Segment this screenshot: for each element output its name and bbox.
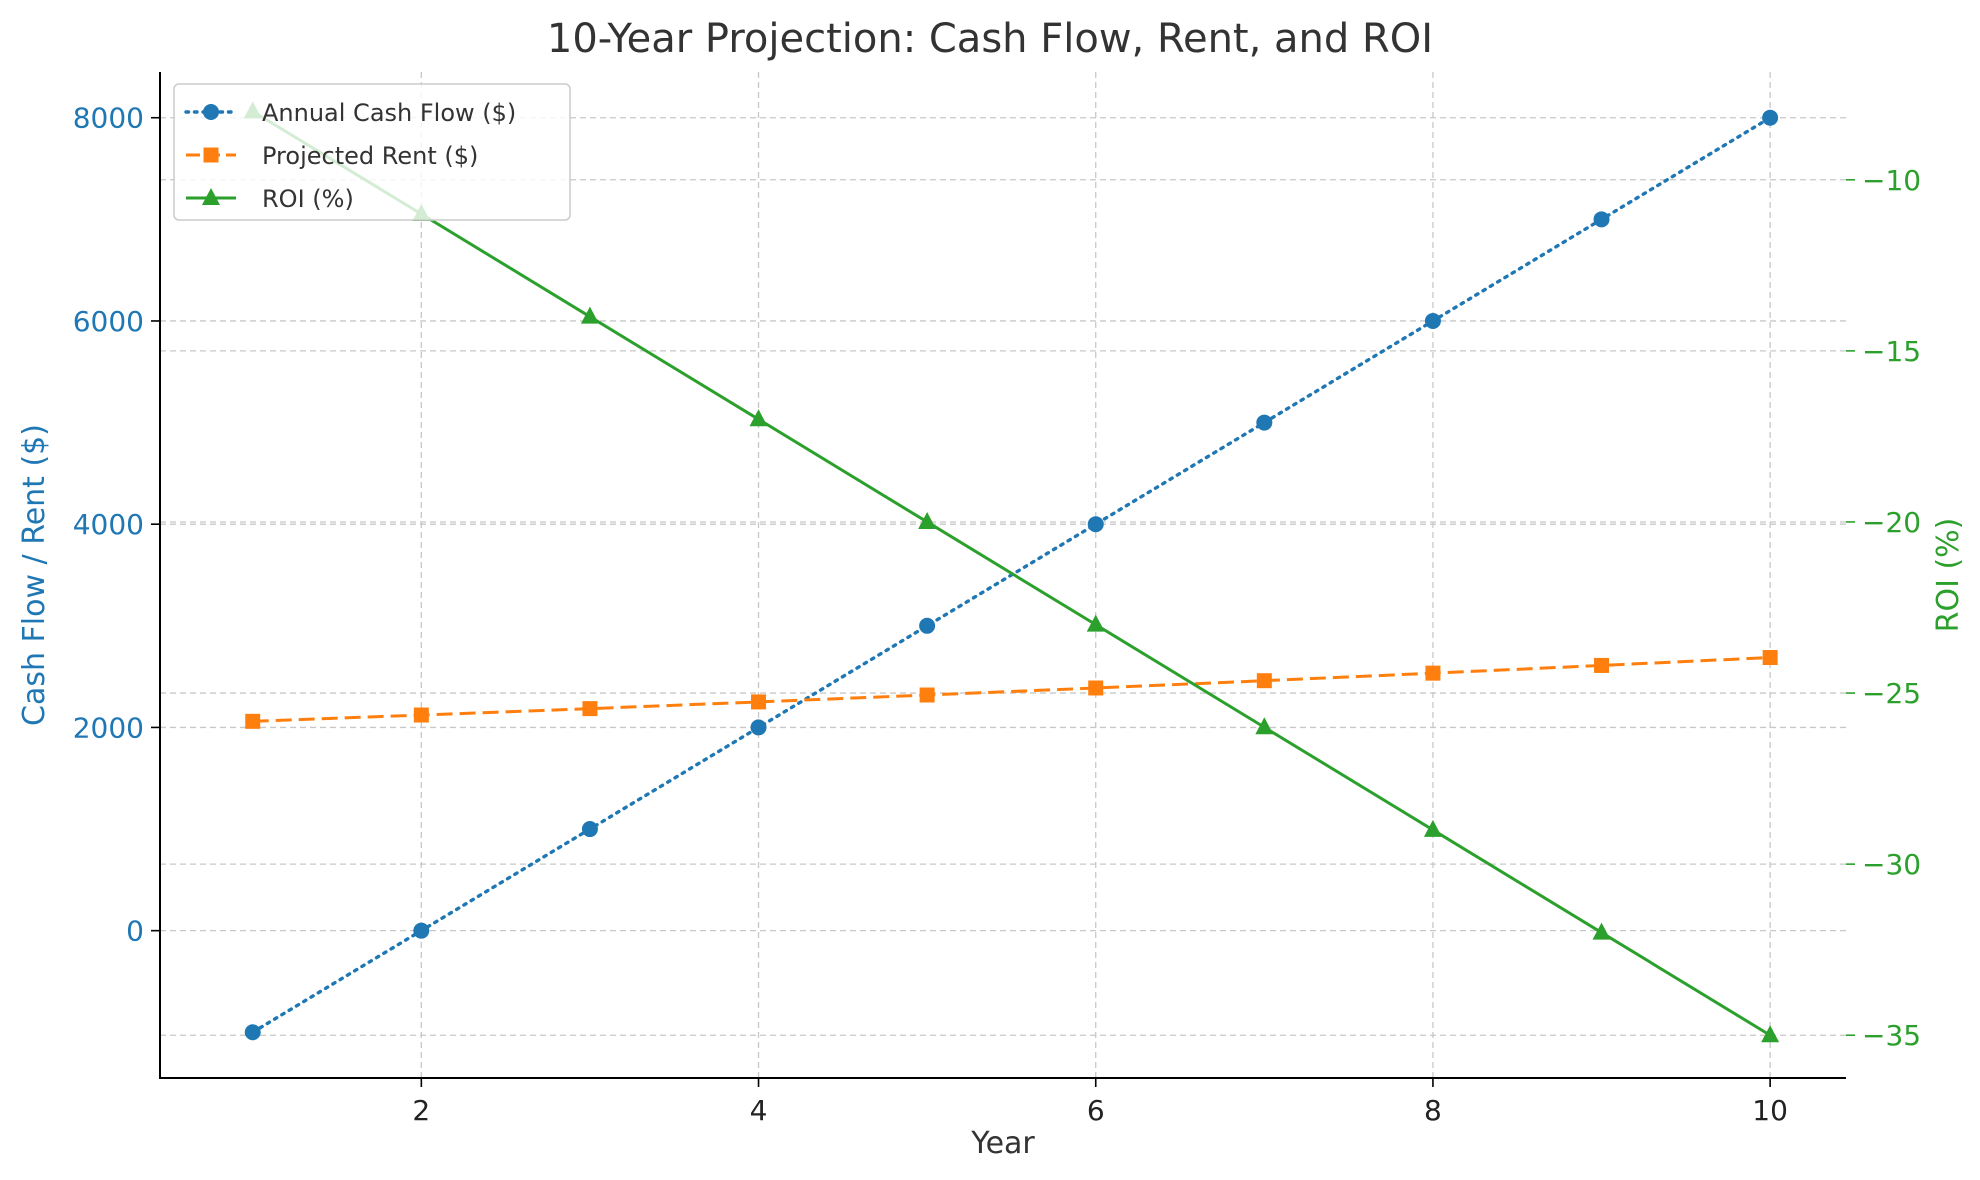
data-point: [413, 707, 429, 723]
legend-marker: [202, 188, 220, 205]
x-axis-label: Year: [970, 1126, 1035, 1161]
y-tick-left-label: 8000: [73, 102, 144, 135]
data-point: [1255, 717, 1274, 735]
data-point: [918, 511, 937, 529]
data-point: [751, 694, 767, 710]
axes: 2 4 6 8 10 0 2000 4000 6000 8000 −35 −30 −25 −20 −15 −1…: [73, 72, 1921, 1127]
y-tick-right-label: −15: [1862, 335, 1921, 368]
x-tick-label: 10: [1752, 1094, 1788, 1127]
y-tick-right-label: −30: [1862, 848, 1921, 881]
data-point: [749, 409, 768, 427]
y-tick-right-label: −25: [1862, 677, 1921, 710]
data-point: [1256, 673, 1272, 689]
data-point: [1762, 109, 1779, 126]
data-point: [1761, 1025, 1780, 1043]
data-point: [244, 1024, 261, 1041]
legend-item: Annual Cash Flow ($): [184, 99, 516, 127]
x-tick-label: 4: [750, 1094, 768, 1127]
data-point: [1592, 922, 1611, 940]
data-point: [1424, 312, 1441, 329]
legend-label: Annual Cash Flow ($): [262, 99, 516, 127]
y-tick-left-label: 2000: [73, 711, 144, 744]
y-tick-left-label: 4000: [73, 508, 144, 541]
data-point: [581, 821, 598, 838]
series-2: [245, 650, 1778, 729]
series-3: [243, 101, 1780, 1043]
data-point: [1593, 211, 1610, 228]
y-axis-left-label: Cash Flow / Rent ($): [17, 424, 52, 726]
y-tick-left-label: 6000: [73, 305, 144, 338]
x-tick-label: 2: [412, 1094, 430, 1127]
legend-label: ROI (%): [262, 185, 354, 213]
data-point: [1256, 414, 1273, 431]
data-point: [919, 617, 936, 634]
legend-box: [173, 83, 571, 221]
legend-item: ROI (%): [186, 185, 354, 213]
grid: [160, 72, 1846, 1078]
series-line: [251, 110, 1771, 1037]
chart-title: 10-Year Projection: Cash Flow, Rent, and…: [547, 16, 1433, 62]
legend-label: Projected Rent ($): [262, 142, 478, 170]
data-point: [245, 713, 261, 729]
y-tick-right-label: −35: [1862, 1019, 1921, 1052]
data-point: [750, 719, 767, 736]
data-point: [413, 922, 430, 939]
data-point: [1594, 657, 1610, 673]
x-tick-label: 8: [1424, 1094, 1442, 1127]
series-line: [252, 656, 1771, 723]
data-point: [1087, 516, 1104, 533]
data-point: [1086, 614, 1105, 632]
y-axis-right-label: ROI (%): [1931, 518, 1966, 633]
y-tick-left-label: 0: [126, 915, 144, 948]
data-point: [1425, 665, 1441, 681]
y-tick-right-label: −10: [1862, 164, 1921, 197]
legend-marker: [203, 104, 219, 120]
data-point: [580, 306, 599, 324]
data-point: [919, 687, 935, 703]
data-point: [1762, 650, 1778, 666]
x-tick-label: 6: [1087, 1094, 1105, 1127]
legend-marker: [203, 147, 219, 163]
legend: Annual Cash Flow ($) Projected Rent ($) RO…: [173, 83, 571, 221]
data-point: [1423, 819, 1442, 837]
legend-item: Projected Rent ($): [186, 142, 478, 170]
y-tick-right-label: −20: [1862, 506, 1921, 539]
data-point: [1088, 680, 1104, 696]
data-point: [582, 701, 598, 717]
series-layer: [243, 101, 1780, 1043]
